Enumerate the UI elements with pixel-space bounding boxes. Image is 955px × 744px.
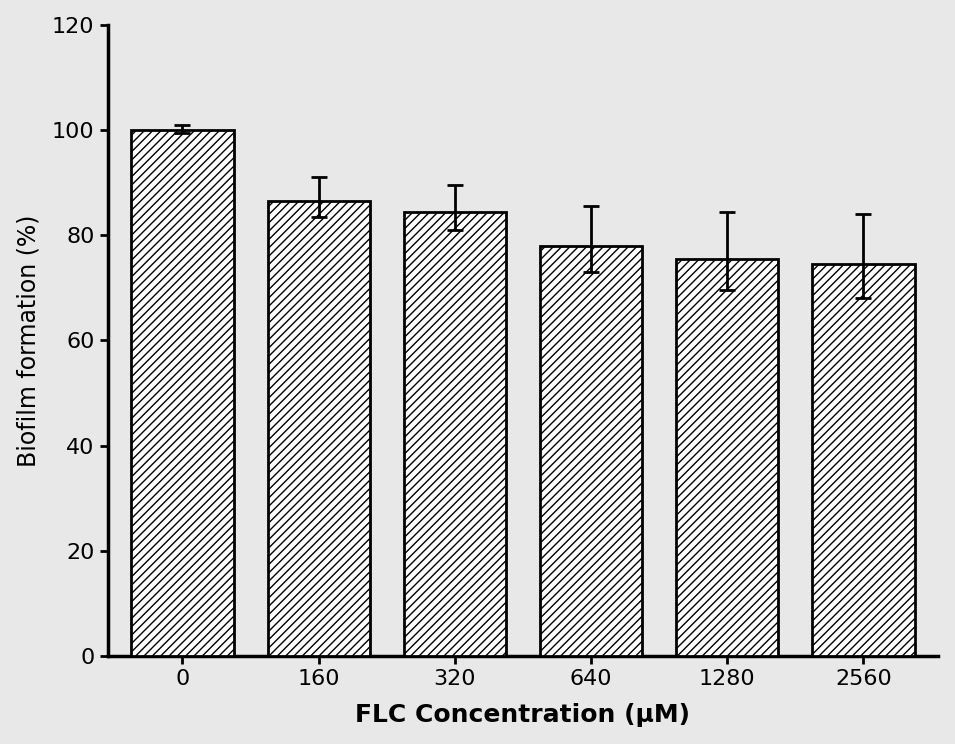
X-axis label: FLC Concentration (μM): FLC Concentration (μM) xyxy=(355,703,690,728)
Bar xyxy=(540,246,642,656)
Bar xyxy=(676,259,778,656)
Bar xyxy=(267,201,370,656)
Bar xyxy=(404,211,506,656)
Bar xyxy=(813,264,915,656)
Bar xyxy=(132,130,234,656)
Y-axis label: Biofilm formation (%): Biofilm formation (%) xyxy=(16,214,41,466)
